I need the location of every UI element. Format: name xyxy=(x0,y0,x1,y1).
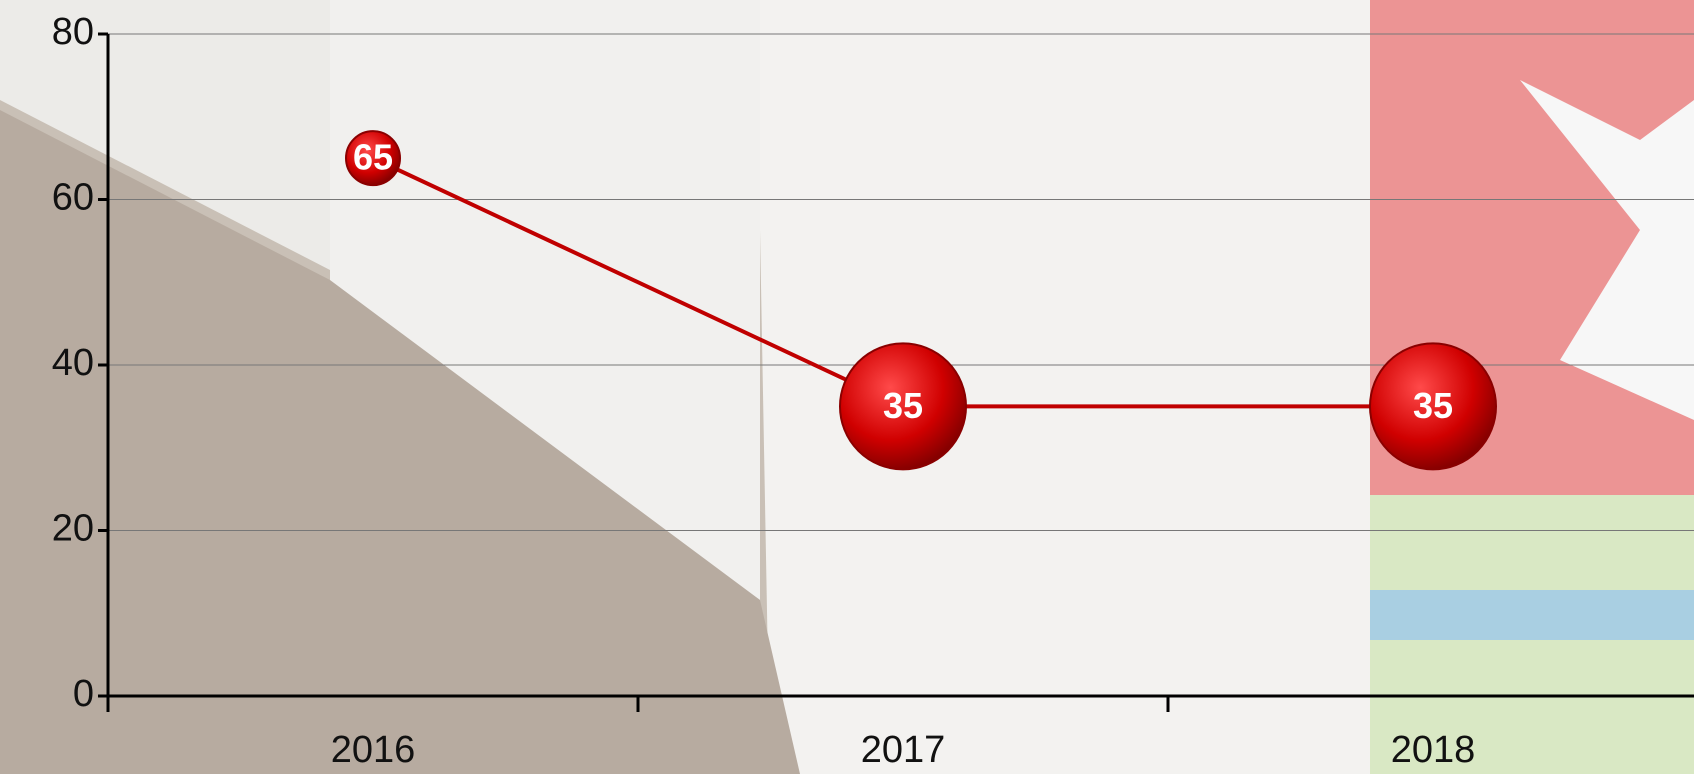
x-tick-label: 2016 xyxy=(331,729,416,771)
data-point xyxy=(1369,342,1497,471)
y-tick-label: 20 xyxy=(52,508,94,550)
x-tick-label: 2017 xyxy=(861,729,946,771)
y-tick-label: 80 xyxy=(52,11,94,53)
data-label: 65 xyxy=(353,137,393,178)
data-point xyxy=(839,342,967,471)
x-tick-label: 2018 xyxy=(1391,729,1476,771)
y-tick-label: 60 xyxy=(52,177,94,219)
data-point xyxy=(345,130,401,187)
y-tick-label: 0 xyxy=(73,673,94,715)
data-label: 35 xyxy=(1413,385,1453,426)
y-tick-label: 40 xyxy=(52,342,94,384)
data-label: 35 xyxy=(883,385,923,426)
